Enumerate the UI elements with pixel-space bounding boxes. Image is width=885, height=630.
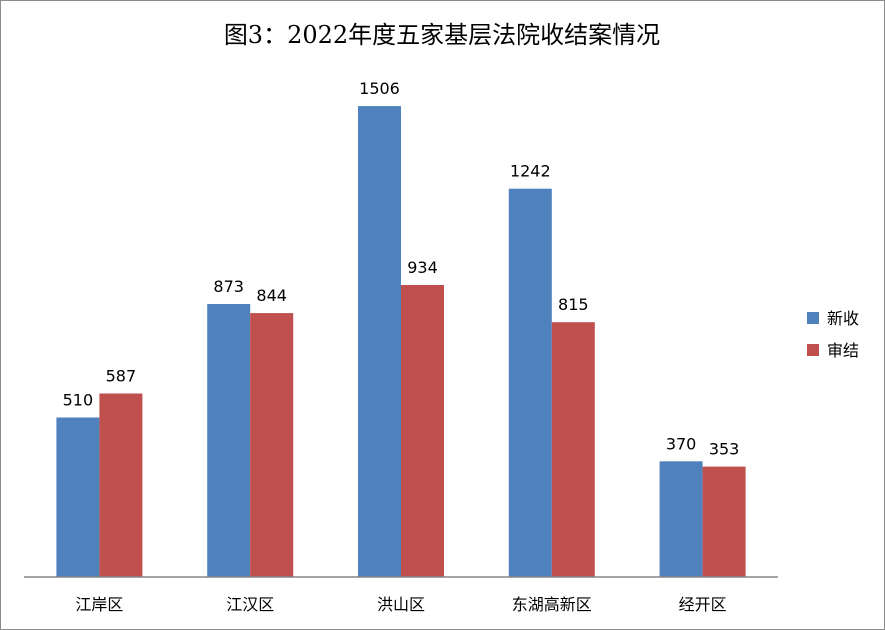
- data-label: 815: [558, 295, 589, 314]
- bar-xinshou-0: [56, 417, 100, 577]
- data-label: 1242: [510, 162, 551, 181]
- legend-swatch: [807, 344, 819, 356]
- bar-group: [56, 106, 746, 577]
- bar-shenjie-1: [250, 313, 294, 577]
- bar-xinshou-3: [508, 188, 552, 577]
- data-label: 370: [666, 434, 697, 453]
- data-label: 934: [407, 258, 438, 277]
- data-label: 587: [106, 367, 137, 386]
- data-label: 510: [63, 391, 94, 410]
- category-label: 经开区: [679, 595, 727, 614]
- chart-title: 图3：2022年度五家基层法院收结案情况: [224, 21, 660, 49]
- bar-xinshou-1: [207, 304, 251, 577]
- bar-xinshou-2: [358, 106, 401, 577]
- bar-shenjie-4: [702, 466, 746, 577]
- bar-shenjie-0: [99, 393, 143, 577]
- category-label: 江岸区: [75, 595, 123, 614]
- bar-shenjie-2: [401, 285, 444, 577]
- bar-xinshou-4: [659, 461, 703, 577]
- category-label: 东湖高新区: [512, 595, 592, 614]
- legend-label: 新收: [827, 309, 859, 328]
- bar-shenjie-3: [551, 322, 595, 577]
- legend-label: 审结: [827, 341, 859, 360]
- data-label-group: 510 587 873 844 1506 934 1242 815 370 353: [63, 79, 740, 459]
- data-label: 873: [213, 277, 244, 296]
- category-label: 江汉区: [226, 595, 274, 614]
- data-label: 353: [709, 440, 740, 459]
- category-label-group: 江岸区 江汉区 洪山区 东湖高新区 经开区: [75, 595, 726, 614]
- category-label: 洪山区: [377, 595, 425, 614]
- legend-swatch: [807, 312, 819, 324]
- data-label: 844: [256, 286, 287, 305]
- data-label: 1506: [359, 79, 400, 98]
